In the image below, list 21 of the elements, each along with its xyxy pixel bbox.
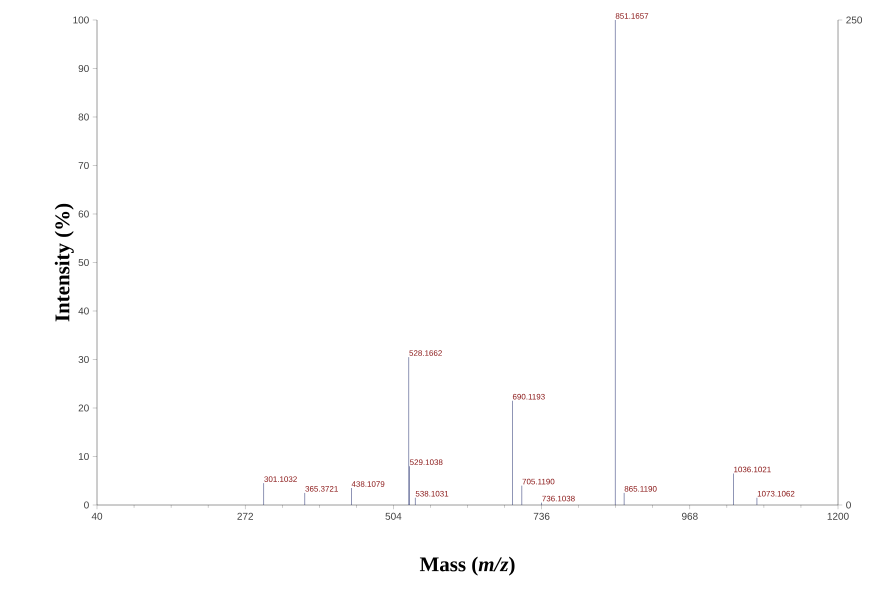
x-tick-label: 504 <box>386 512 402 520</box>
y2-tick-label: 250 <box>846 16 862 24</box>
x-tick-label: 40 <box>92 512 102 520</box>
y-axis-title: Intensity (%) <box>54 204 74 322</box>
y-tick-label: 0 <box>84 501 89 509</box>
y-tick-label: 60 <box>78 210 89 218</box>
y-tick-label: 40 <box>78 307 89 315</box>
y-tick-label: 100 <box>73 16 89 24</box>
x-tick-label: 272 <box>237 512 254 520</box>
x-tick-label: 968 <box>682 512 698 520</box>
y-tick-label: 20 <box>78 404 89 412</box>
y-tick-label: 90 <box>78 64 89 72</box>
y-tick-label: 10 <box>78 452 89 460</box>
y2-tick-label: 0 <box>846 501 851 509</box>
y-tick-label: 50 <box>78 258 89 266</box>
x-axis-title: Mass (m/z) <box>420 556 515 576</box>
y-tick-label: 70 <box>78 162 89 170</box>
y-tick-label: 80 <box>78 113 89 121</box>
x-tick-label: 1200 <box>828 512 849 520</box>
x-tick-label: 736 <box>534 512 550 520</box>
y-tick-label: 30 <box>78 356 89 364</box>
